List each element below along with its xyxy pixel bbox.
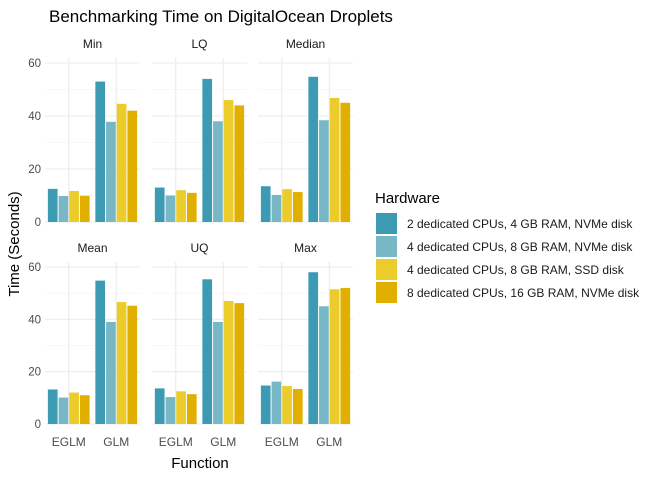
bar — [47, 188, 58, 222]
bar — [79, 195, 90, 222]
bar — [319, 306, 329, 424]
legend-label: 4 dedicated CPUs, 8 GB RAM, NVMe disk — [407, 240, 633, 254]
bar — [154, 187, 165, 222]
bar — [79, 395, 90, 424]
bar — [127, 110, 138, 222]
x-tick-label: GLM — [316, 435, 342, 449]
bar — [329, 97, 340, 222]
bar — [213, 121, 223, 222]
chart-title: Benchmarking Time on DigitalOcean Drople… — [49, 7, 393, 26]
x-tick-label: EGLM — [52, 435, 86, 449]
bar — [176, 190, 186, 222]
x-tick-label: EGLM — [159, 435, 193, 449]
x-tick-label: EGLM — [265, 435, 299, 449]
y-tick-label: 20 — [28, 367, 41, 379]
x-axis-label: Function — [171, 455, 229, 472]
bar — [329, 289, 340, 424]
bar — [340, 102, 351, 222]
bar — [292, 192, 303, 222]
bar — [95, 81, 106, 222]
facet-panels: Min 0 20 40 60 LQ Median Mean EGLM GLM 0 20 40 60 UQ EG… — [28, 37, 353, 449]
bar — [271, 194, 282, 222]
bar — [308, 76, 319, 222]
bar — [234, 303, 245, 424]
panel-label: Mean — [77, 241, 107, 255]
legend-label: 8 dedicated CPUs, 16 GB RAM, NVMe disk — [407, 286, 640, 300]
bar — [213, 321, 223, 424]
bar — [47, 389, 58, 424]
bar — [282, 386, 292, 424]
bar — [282, 189, 292, 222]
panel-median: Median — [258, 37, 353, 223]
bar — [106, 321, 116, 424]
panel-max: Max EGLM GLM — [258, 241, 353, 449]
y-tick-label: 40 — [28, 314, 41, 326]
bar — [186, 394, 197, 424]
panel-label: LQ — [191, 37, 207, 51]
legend-key — [376, 282, 397, 303]
legend-label: 2 dedicated CPUs, 4 GB RAM, NVMe disk — [407, 217, 633, 231]
legend: Hardware 2 dedicated CPUs, 4 GB RAM, NVM… — [375, 190, 640, 303]
bar — [127, 305, 138, 424]
panel-label: Median — [286, 37, 325, 51]
legend-title: Hardware — [375, 190, 440, 207]
legend-key — [376, 213, 397, 234]
y-tick-label: 40 — [28, 111, 41, 123]
legend-label: 4 dedicated CPUs, 8 GB RAM, SSD disk — [407, 263, 625, 277]
panel-lq: LQ — [152, 37, 247, 223]
y-tick-label: 20 — [28, 164, 41, 176]
bar — [106, 121, 116, 222]
bar — [165, 195, 176, 222]
bar — [202, 78, 213, 223]
y-tick-label: 60 — [28, 262, 41, 274]
panel-label: UQ — [191, 241, 209, 255]
bar — [58, 196, 69, 222]
bar — [165, 397, 176, 424]
bar — [69, 190, 79, 222]
bar — [271, 381, 282, 424]
bar — [95, 280, 106, 424]
bar — [223, 301, 234, 424]
bar — [202, 279, 213, 424]
panel-min: Min 0 20 40 60 — [28, 37, 140, 229]
y-tick-label: 0 — [35, 419, 41, 431]
x-tick-label: GLM — [103, 435, 129, 449]
bar — [186, 192, 197, 222]
legend-key — [376, 259, 397, 280]
bar — [176, 391, 186, 424]
bar — [308, 272, 319, 424]
x-tick-label: GLM — [210, 435, 236, 449]
panel-label: Min — [83, 37, 102, 51]
bar — [292, 388, 303, 424]
bar — [69, 392, 79, 424]
legend-key — [376, 236, 397, 257]
bar — [116, 103, 127, 222]
bar — [116, 302, 127, 424]
bar — [340, 287, 351, 424]
bar — [223, 100, 234, 222]
panel-uq: UQ EGLM GLM — [152, 241, 247, 449]
y-tick-label: 0 — [35, 217, 41, 229]
bar — [260, 385, 271, 424]
panel-label: Max — [294, 241, 317, 255]
panel-mean: Mean EGLM GLM 0 20 40 60 — [28, 241, 140, 449]
y-tick-label: 60 — [28, 58, 41, 70]
bar — [260, 186, 271, 222]
bar — [319, 120, 329, 222]
bar — [58, 397, 69, 424]
bar — [234, 105, 245, 222]
bar — [154, 388, 165, 424]
y-axis-label: Time (Seconds) — [6, 191, 23, 296]
